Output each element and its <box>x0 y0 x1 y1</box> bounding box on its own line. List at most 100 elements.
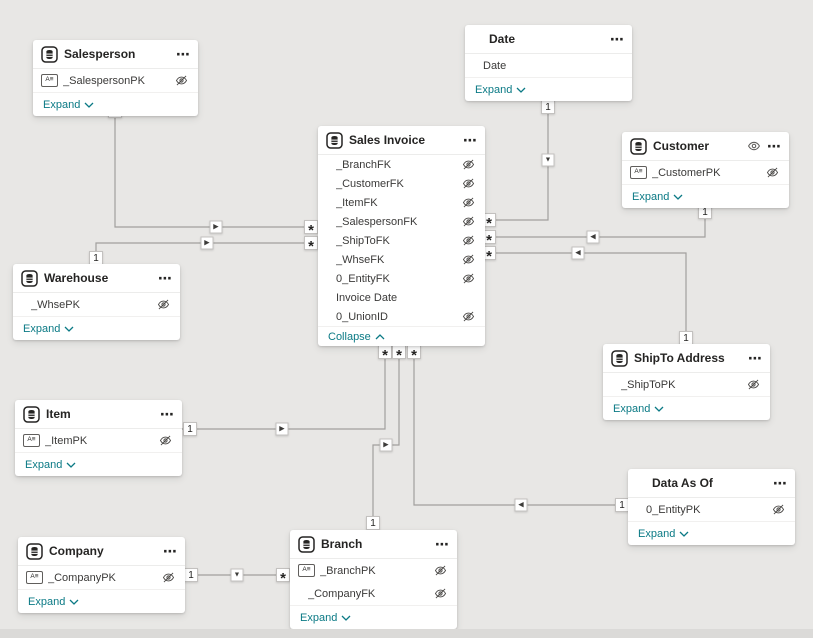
table-header[interactable]: Item ⋯ <box>15 400 182 429</box>
table-card-salesperson[interactable]: Salesperson ⋯ A≡ _SalespersonPK Expand <box>33 40 198 116</box>
table-header[interactable]: Branch ⋯ <box>290 530 457 559</box>
eye-slash-icon[interactable] <box>434 587 447 600</box>
cardinality-badge-many[interactable]: * <box>392 345 406 359</box>
more-options-icon[interactable]: ⋯ <box>158 270 172 286</box>
expand-toggle[interactable]: Expand <box>28 596 79 608</box>
cardinality-badge-many[interactable]: * <box>276 568 290 582</box>
expand-toggle[interactable]: Expand <box>475 84 526 96</box>
eye-slash-icon[interactable] <box>462 253 475 266</box>
more-options-icon[interactable]: ⋯ <box>773 475 787 491</box>
field-row[interactable]: _CustomerFK <box>318 174 485 193</box>
table-header[interactable]: Date ⋯ <box>465 25 632 54</box>
eye-slash-icon[interactable] <box>462 215 475 228</box>
cross-filter-arrow-down-icon[interactable]: ▼ <box>541 153 555 167</box>
expand-toggle[interactable]: Expand <box>25 459 76 471</box>
cardinality-badge-many[interactable]: * <box>378 345 392 359</box>
cross-filter-arrow-down-icon[interactable]: ▼ <box>230 568 244 582</box>
eye-slash-icon[interactable] <box>747 378 760 391</box>
expand-toggle[interactable]: Expand <box>300 612 351 624</box>
field-row[interactable]: 0_EntityPK <box>628 498 795 521</box>
more-options-icon[interactable]: ⋯ <box>160 406 174 422</box>
more-options-icon[interactable]: ⋯ <box>610 31 624 47</box>
table-card-branch[interactable]: Branch ⋯ A≡ _BranchPK _CompanyFK Expand <box>290 530 457 629</box>
cross-filter-arrow-left-icon[interactable]: ◀ <box>586 230 600 244</box>
field-row[interactable]: _ShipToPK <box>603 373 770 396</box>
table-header[interactable]: Warehouse ⋯ <box>13 264 180 293</box>
table-header[interactable]: Salesperson ⋯ <box>33 40 198 69</box>
field-row[interactable]: A≡ _CompanyPK <box>18 566 185 589</box>
field-row[interactable]: Invoice Date <box>318 288 485 307</box>
more-options-icon[interactable]: ⋯ <box>163 543 177 559</box>
table-header[interactable]: ShipTo Address ⋯ <box>603 344 770 373</box>
cardinality-badge-one[interactable]: 1 <box>184 568 198 582</box>
more-options-icon[interactable]: ⋯ <box>176 46 190 62</box>
expand-toggle[interactable]: Expand <box>638 528 689 540</box>
more-options-icon[interactable]: ⋯ <box>463 132 477 148</box>
cross-filter-arrow-right-icon[interactable]: ▶ <box>379 438 393 452</box>
eye-slash-icon[interactable] <box>159 434 172 447</box>
eye-slash-icon[interactable] <box>162 571 175 584</box>
field-row[interactable]: A≡ _BranchPK <box>290 559 457 582</box>
field-row[interactable]: _WhsePK <box>13 293 180 316</box>
scrollbar-horizontal[interactable] <box>0 629 813 638</box>
field-row[interactable]: _CompanyFK <box>290 582 457 605</box>
relationship-line-sales_invoice-data_as_of[interactable] <box>413 352 628 506</box>
expand-toggle[interactable]: Expand <box>23 323 74 335</box>
table-card-sales-invoice[interactable]: Sales Invoice ⋯ _BranchFK _CustomerFK _I… <box>318 126 485 346</box>
eye-slash-icon[interactable] <box>462 310 475 323</box>
table-card-company[interactable]: Company ⋯ A≡ _CompanyPK Expand <box>18 537 185 613</box>
more-options-icon[interactable]: ⋯ <box>767 138 781 154</box>
table-card-warehouse[interactable]: Warehouse ⋯ _WhsePK Expand <box>13 264 180 340</box>
table-card-date[interactable]: Date ⋯ Date Expand <box>465 25 632 101</box>
eye-icon[interactable] <box>747 139 761 153</box>
cross-filter-arrow-right-icon[interactable]: ▶ <box>200 236 214 250</box>
field-row[interactable]: A≡ _ItemPK <box>15 429 182 452</box>
cross-filter-arrow-left-icon[interactable]: ◀ <box>571 246 585 260</box>
eye-slash-icon[interactable] <box>766 166 779 179</box>
cardinality-badge-one[interactable]: 1 <box>89 251 103 265</box>
eye-slash-icon[interactable] <box>462 272 475 285</box>
table-header[interactable]: Customer ⋯ <box>622 132 789 161</box>
field-row[interactable]: 0_UnionID <box>318 307 485 326</box>
relationship-line-shipto-sales_invoice[interactable] <box>489 252 687 344</box>
expand-toggle[interactable]: Expand <box>43 99 94 111</box>
cardinality-badge-many[interactable]: * <box>482 246 496 260</box>
more-options-icon[interactable]: ⋯ <box>748 350 762 366</box>
field-row[interactable]: 0_EntityFK <box>318 269 485 288</box>
relationship-line-item-sales_invoice[interactable] <box>182 352 386 430</box>
table-card-item[interactable]: Item ⋯ A≡ _ItemPK Expand <box>15 400 182 476</box>
table-card-customer[interactable]: Customer ⋯ A≡ _CustomerPK Expand <box>622 132 789 208</box>
cardinality-badge-one[interactable]: 1 <box>541 100 555 114</box>
relationship-line-date-sales_invoice[interactable] <box>489 100 549 221</box>
field-row[interactable]: _SalespersonFK <box>318 212 485 231</box>
cardinality-badge-many[interactable]: * <box>407 345 421 359</box>
more-options-icon[interactable]: ⋯ <box>435 536 449 552</box>
table-card-shipto-address[interactable]: ShipTo Address ⋯ _ShipToPK Expand <box>603 344 770 420</box>
field-row[interactable]: _ItemFK <box>318 193 485 212</box>
cardinality-badge-many[interactable]: * <box>304 220 318 234</box>
table-card-data-as-of[interactable]: Data As Of ⋯ 0_EntityPK Expand <box>628 469 795 545</box>
field-row[interactable]: _WhseFK <box>318 250 485 269</box>
eye-slash-icon[interactable] <box>772 503 785 516</box>
cardinality-badge-one[interactable]: 1 <box>615 498 629 512</box>
table-header[interactable]: Company ⋯ <box>18 537 185 566</box>
eye-slash-icon[interactable] <box>462 177 475 190</box>
cross-filter-arrow-right-icon[interactable]: ▶ <box>275 422 289 436</box>
cardinality-badge-one[interactable]: 1 <box>183 422 197 436</box>
eye-slash-icon[interactable] <box>462 196 475 209</box>
field-row[interactable]: _BranchFK <box>318 155 485 174</box>
relationship-line-salesperson-sales_invoice[interactable] <box>114 113 311 228</box>
eye-slash-icon[interactable] <box>175 74 188 87</box>
cross-filter-arrow-left-icon[interactable]: ◀ <box>514 498 528 512</box>
collapse-toggle[interactable]: Collapse <box>328 331 385 343</box>
field-row[interactable]: A≡ _CustomerPK <box>622 161 789 184</box>
table-header[interactable]: Data As Of ⋯ <box>628 469 795 498</box>
cardinality-badge-one[interactable]: 1 <box>698 205 712 219</box>
expand-toggle[interactable]: Expand <box>613 403 664 415</box>
eye-slash-icon[interactable] <box>434 564 447 577</box>
eye-slash-icon[interactable] <box>462 158 475 171</box>
cross-filter-arrow-right-icon[interactable]: ▶ <box>209 220 223 234</box>
cardinality-badge-many[interactable]: * <box>304 236 318 250</box>
table-header[interactable]: Sales Invoice ⋯ <box>318 126 485 155</box>
